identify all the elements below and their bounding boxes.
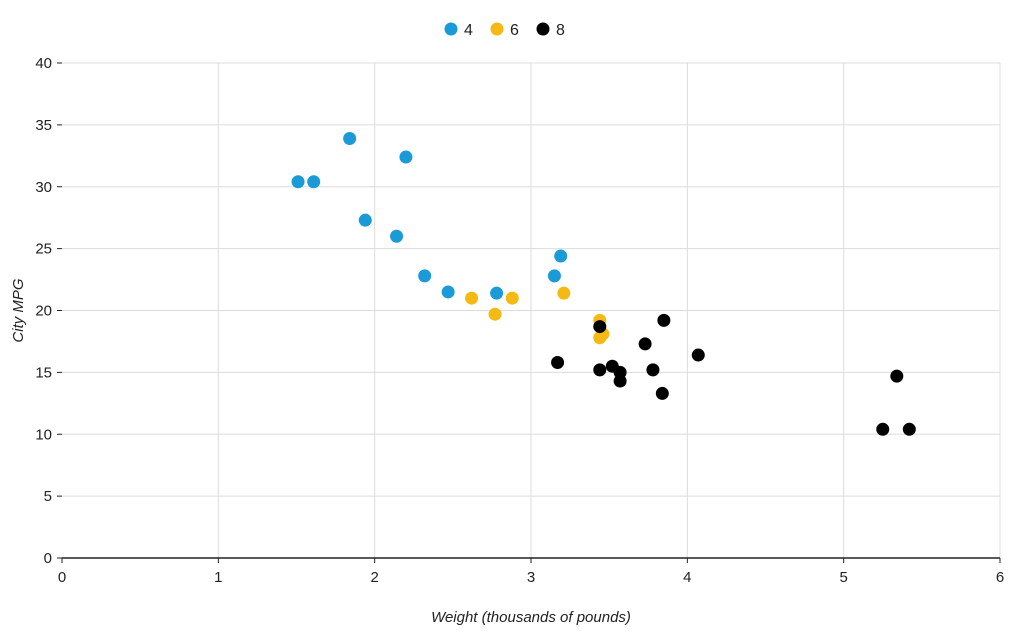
legend-marker-6: [490, 22, 504, 36]
point-series-4: [399, 150, 413, 164]
x-tick-label: 2: [370, 569, 378, 586]
point-series-6: [465, 291, 479, 305]
x-tick-label: 1: [214, 569, 222, 586]
x-axis-title: Weight (thousands of pounds): [431, 609, 631, 626]
point-series-8: [876, 422, 890, 436]
point-series-4: [343, 131, 357, 145]
point-series-8: [902, 422, 916, 436]
x-tick-label: 6: [996, 569, 1004, 586]
x-tick-label: 4: [683, 569, 691, 586]
point-series-8: [638, 337, 652, 351]
point-series-4: [441, 285, 455, 299]
legend-label-8: 8: [556, 22, 565, 39]
y-axis-title: City MPG: [10, 278, 27, 343]
legend-marker-8: [536, 22, 550, 36]
legend-label-6: 6: [510, 22, 519, 39]
point-series-4: [307, 175, 321, 189]
point-series-8: [551, 355, 565, 369]
point-series-8: [593, 363, 607, 377]
x-tick-label: 3: [527, 569, 535, 586]
y-tick-label: 15: [35, 364, 52, 381]
y-tick-label: 35: [35, 117, 52, 134]
point-series-6: [505, 291, 519, 305]
point-series-4: [547, 269, 561, 283]
y-tick-label: 0: [44, 550, 52, 567]
y-tick-label: 20: [35, 303, 52, 320]
point-series-4: [390, 229, 404, 243]
x-tick-label: 5: [839, 569, 847, 586]
grid: [62, 62, 1001, 558]
point-series-4: [291, 175, 305, 189]
data-points: [291, 131, 916, 436]
y-tick-label: 25: [35, 241, 52, 258]
y-tick-label: 5: [44, 488, 52, 505]
x-tick-label: 0: [58, 569, 66, 586]
legend-label-4: 4: [464, 22, 473, 39]
point-series-4: [554, 249, 568, 263]
point-series-8: [890, 369, 904, 383]
y-tick-label: 30: [35, 179, 52, 196]
point-series-6: [557, 286, 571, 300]
y-tick-label: 40: [35, 55, 52, 72]
point-series-6: [488, 307, 502, 321]
point-series-8: [655, 386, 669, 400]
legend-marker-4: [444, 22, 458, 36]
point-series-8: [646, 363, 660, 377]
legend: 4 6 8: [444, 22, 565, 39]
point-series-8: [691, 348, 705, 362]
point-series-4: [490, 286, 504, 300]
point-series-8: [657, 313, 671, 327]
point-series-4: [358, 213, 372, 227]
axes: 0 1 2 3 4 5 6 0 5 10 15 20 25 30 35 40: [35, 55, 1004, 586]
point-series-4: [418, 269, 432, 283]
point-series-8: [613, 374, 627, 388]
point-series-8: [593, 320, 607, 334]
y-tick-label: 10: [35, 426, 52, 443]
